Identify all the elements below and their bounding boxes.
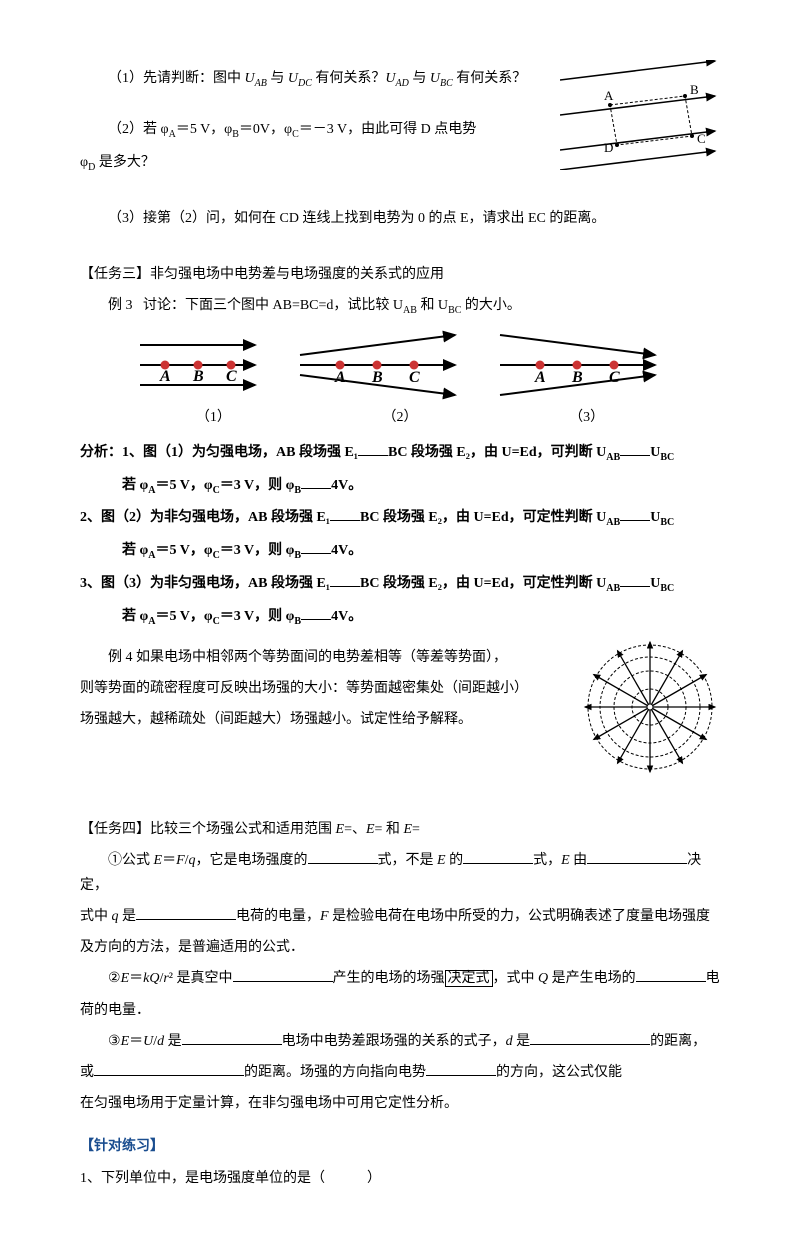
svg-text:A: A bbox=[604, 88, 614, 103]
figure-1: A B C bbox=[135, 335, 265, 395]
svg-text:A: A bbox=[159, 368, 171, 385]
svg-text:C: C bbox=[609, 369, 620, 386]
analysis-2: 2、图（2）为非匀强电场，AB 段场强 E₁BC 段场强 E₂，由 U=Ed，可… bbox=[80, 505, 720, 532]
task4-p3-l3: 在匀强电场用于定量计算，在非匀强电场中可用它定性分析。 bbox=[80, 1091, 720, 1116]
svg-text:A: A bbox=[534, 369, 546, 386]
figure-labels: （1） （2） （3） bbox=[80, 405, 720, 430]
svg-text:B: B bbox=[571, 369, 583, 386]
task4-p1-l3: 及方向的方法，是普遍适用的公式． bbox=[80, 935, 720, 960]
analysis-3: 3、图（3）为非匀强电场，AB 段场强 E₁BC 段场强 E₂，由 U=Ed，可… bbox=[80, 571, 720, 598]
task4-p3-l1: ③E＝U/d 是电场中电势差跟场强的关系的式子，d 是的距离， bbox=[80, 1029, 720, 1054]
fig-label-2: （2） bbox=[382, 405, 417, 430]
example3-text: 例 3 讨论：下面三个图中 AB=BC=d，试比较 UAB 和 UBC 的大小。 bbox=[80, 293, 720, 320]
task4-p1-l1: ①公式 E＝F/q，它是电场强度的式，不是 E 的式，E 由决定， bbox=[80, 848, 720, 898]
task4-p3-l2: 或的距离。场强的方向指向电势的方向，这公式仅能 bbox=[80, 1060, 720, 1085]
svg-text:C: C bbox=[226, 368, 237, 385]
svg-text:B: B bbox=[690, 82, 699, 97]
field-lines-figure: A B C D bbox=[560, 60, 720, 170]
task4-p2-l2: 荷的电量． bbox=[80, 998, 720, 1023]
svg-text:D: D bbox=[604, 140, 613, 155]
figure-3: A B C bbox=[495, 330, 665, 400]
svg-text:B: B bbox=[371, 369, 383, 386]
analysis-label: 分析： bbox=[80, 445, 122, 460]
task3-title: 【任务三】非匀强电场中电势差与电场强度的关系式的应用 bbox=[80, 262, 720, 287]
field-lines-svg: A B C D bbox=[560, 60, 720, 170]
task4-p1-l2: 式中 q 是电荷的电量，F 是检验电荷在电场中所受的力，公式明确表述了度量电场强… bbox=[80, 904, 720, 929]
figure-2: A B C bbox=[295, 330, 465, 400]
task4-p2-l1: ②E＝kQ/r² 是真空中产生的电场的场强决定式，式中 Q 是产生电场的电 bbox=[80, 966, 720, 991]
svg-text:C: C bbox=[409, 369, 420, 386]
three-figures-row: A B C A B C A B bbox=[80, 330, 720, 400]
svg-text:B: B bbox=[192, 368, 204, 385]
task4-title: 【任务四】比较三个场强公式和适用范围 E=、E= 和 E= bbox=[80, 817, 720, 842]
analysis-1: 分析：1、图（1）为匀强电场，AB 段场强 E₁BC 段场强 E₂，由 U=Ed… bbox=[80, 440, 720, 467]
analysis-2-phi: 若 φA＝5 V，φC＝3 V，则 φB4V。 bbox=[80, 538, 720, 565]
fig-label-1: （1） bbox=[196, 405, 231, 430]
practice-q1: 1、下列单位中，是电场强度单位的是（ ） bbox=[80, 1166, 720, 1191]
analysis-3-phi: 若 φA＝5 V，φC＝3 V，则 φB4V。 bbox=[80, 604, 720, 631]
svg-text:A: A bbox=[334, 369, 346, 386]
q1-part3: （3）接第（2）问，如何在 CD 连线上找到电势为 0 的点 E，请求出 EC … bbox=[80, 206, 720, 231]
radial-field-figure bbox=[580, 637, 720, 777]
fig-label-3: （3） bbox=[569, 405, 604, 430]
practice-title: 【针对练习】 bbox=[80, 1134, 720, 1159]
svg-text:C: C bbox=[697, 131, 706, 146]
boxed-text: 决定式 bbox=[445, 970, 493, 987]
analysis-1-phi: 若 φA＝5 V，φC＝3 V，则 φB4V。 bbox=[80, 473, 720, 500]
